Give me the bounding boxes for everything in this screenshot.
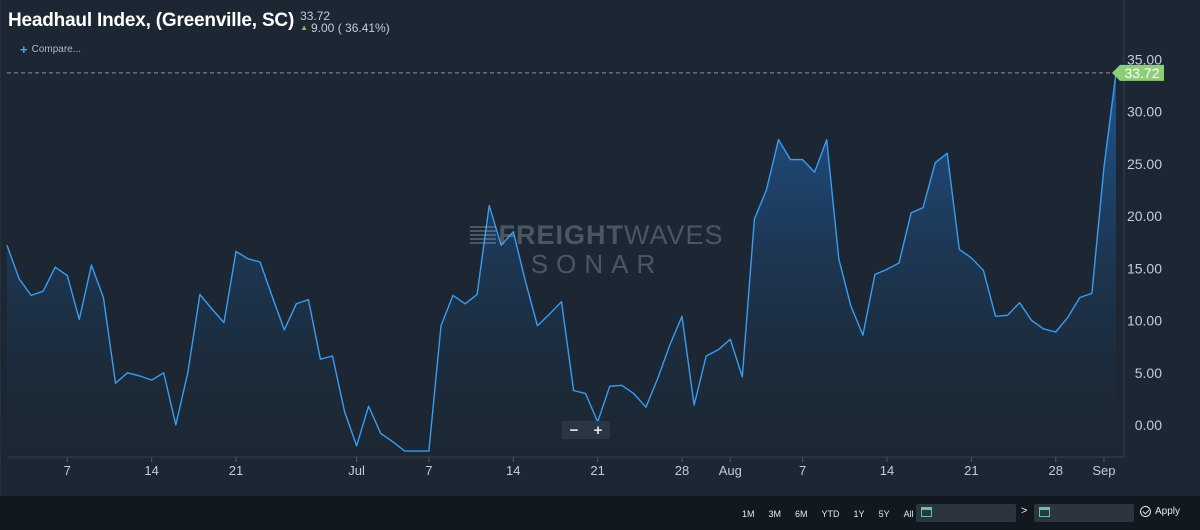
up-arrow-icon: ▲ — [300, 23, 308, 32]
x-tick-label: 28 — [1048, 463, 1062, 478]
change-value: 9.00 ( 36.41%) — [311, 21, 390, 35]
y-tick-label: 20.00 — [1127, 208, 1162, 224]
series-area — [7, 72, 1116, 458]
x-tick-label: 7 — [799, 463, 806, 478]
range-6m-button[interactable]: 6M — [795, 509, 808, 519]
range-all-button[interactable]: All — [903, 509, 914, 519]
compare-label: Compare... — [31, 44, 82, 55]
chart-header: Headhaul Index, (Greenville, SC) 33.72 ▲… — [8, 10, 390, 34]
apply-button[interactable]: Apply — [1140, 506, 1180, 517]
check-circle-icon — [1140, 506, 1151, 517]
x-tick-label: 21 — [590, 463, 604, 478]
range-3m-button[interactable]: 3M — [768, 509, 782, 519]
series-line — [6, 72, 1117, 452]
y-tick-label: 5.00 — [1135, 365, 1162, 381]
y-tick-label: 10.00 — [1127, 313, 1162, 329]
plus-icon: + — [20, 42, 28, 57]
x-tick-label: 7 — [64, 463, 71, 478]
chart-panel: 0.00 5.00 10.00 15.00 20.00 25.00 30.00 35.00 7 1… — [0, 0, 1200, 496]
y-tick-label: 15.00 — [1127, 260, 1162, 276]
y-tick-label: 25.00 — [1127, 156, 1162, 172]
calendar-icon — [921, 507, 932, 517]
y-tick-label: 30.00 — [1127, 104, 1162, 120]
range-5y-button[interactable]: 5Y — [878, 509, 890, 519]
zoom-in-button[interactable]: + — [593, 421, 603, 439]
zoom-out-button[interactable]: − — [569, 421, 579, 439]
end-date-field[interactable] — [1034, 504, 1134, 522]
last-value: 33.72 — [300, 9, 331, 23]
range-1m-button[interactable]: 1M — [742, 509, 755, 519]
range-buttons: 1M 3M 6M YTD 1Y 5Y All — [742, 509, 928, 519]
x-tick-label: 14 — [144, 463, 158, 478]
x-tick-label: 28 — [675, 463, 689, 478]
range-1y-button[interactable]: 1Y — [853, 509, 865, 519]
calendar-icon — [1039, 507, 1050, 517]
range-toolbar: 1M 3M 6M YTD 1Y 5Y All > Apply — [0, 496, 1200, 530]
compare-button[interactable]: + Compare... — [20, 42, 81, 57]
y-tick-label: 35.00 — [1127, 51, 1162, 67]
last-value-tag-label: 33.72 — [1124, 65, 1159, 81]
x-tick-label: 14 — [880, 463, 894, 478]
price-chart: 0.00 5.00 10.00 15.00 20.00 25.00 30.00 35.00 7 1… — [0, 0, 1164, 496]
apply-label: Apply — [1155, 506, 1181, 517]
value-readout: 33.72 ▲ 9.00 ( 36.41%) — [300, 10, 390, 34]
change-readout: ▲ 9.00 ( 36.41%) — [300, 22, 390, 34]
y-tick-label: 0.00 — [1135, 417, 1162, 433]
range-ytd-button[interactable]: YTD — [821, 509, 840, 519]
start-date-field[interactable] — [916, 504, 1016, 522]
x-tick-label: 21 — [964, 463, 978, 478]
chevron-right-icon: > — [1021, 505, 1028, 517]
zoom-controls: − + — [562, 421, 610, 439]
last-value-tag — [1112, 64, 1164, 81]
x-tick-label: Sep — [1092, 463, 1115, 478]
x-tick-label: 7 — [425, 463, 432, 478]
x-tick-label: 14 — [506, 463, 520, 478]
x-tick-label: Aug — [719, 463, 742, 478]
chart-title: Headhaul Index, (Greenville, SC) — [8, 10, 295, 31]
x-tick-label: 21 — [229, 463, 243, 478]
x-tick-label: Jul — [348, 463, 365, 478]
